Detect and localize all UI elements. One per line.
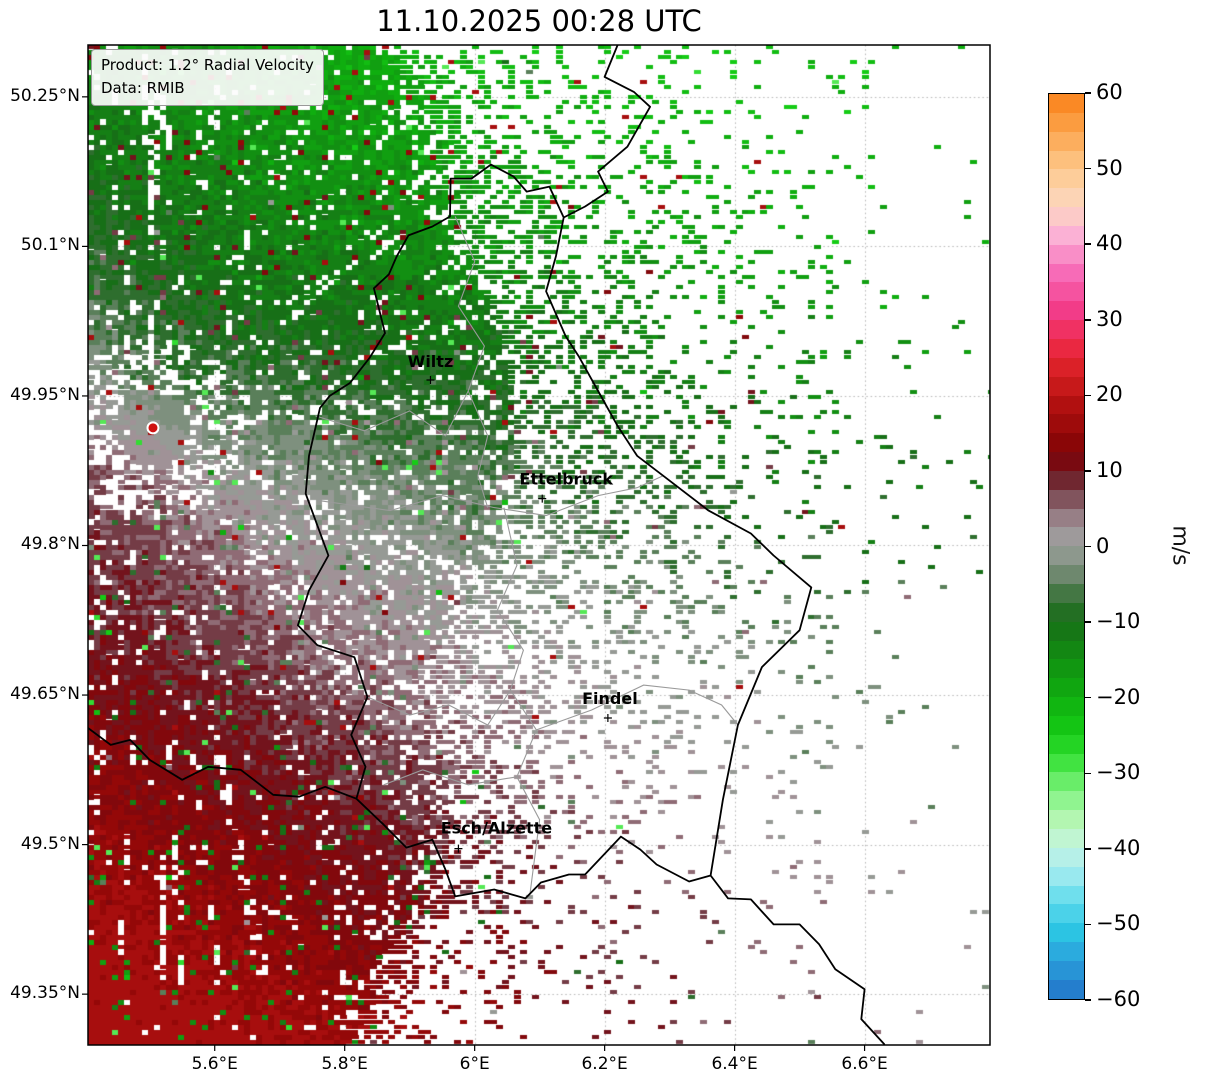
colorbar-tick <box>1085 319 1091 321</box>
colorbar-band <box>1049 602 1084 623</box>
colorbar-band <box>1049 734 1084 755</box>
colorbar-band <box>1049 960 1084 981</box>
colorbar-tick-label: 30 <box>1096 306 1123 331</box>
colorbar-band <box>1049 395 1084 416</box>
colorbar-tick <box>1085 545 1091 548</box>
colorbar-tick-label: 0 <box>1096 533 1110 558</box>
colorbar-band <box>1049 508 1084 529</box>
colorbar-band <box>1049 150 1084 171</box>
colorbar-band <box>1049 583 1084 604</box>
colorbar-band <box>1049 244 1084 265</box>
colorbar-tick <box>1085 470 1091 472</box>
colorbar-band <box>1049 885 1084 906</box>
colorbar-tick-label: −30 <box>1096 760 1141 785</box>
lat-tick-label: 50.25°N <box>10 85 80 106</box>
colorbar-band <box>1049 621 1084 642</box>
colorbar-band <box>1049 772 1084 792</box>
colorbar-tick <box>1085 621 1091 623</box>
colorbar-tick-label: −50 <box>1096 911 1141 936</box>
colorbar-unit-label: m/s <box>1167 525 1193 566</box>
colorbar-band <box>1049 489 1084 510</box>
colorbar-band <box>1049 659 1084 679</box>
colorbar-tick <box>1085 167 1091 170</box>
colorbar-tick <box>1085 923 1091 926</box>
legend-source-line: Data: RMIB <box>101 79 185 98</box>
colorbar-band <box>1049 169 1084 189</box>
colorbar-band <box>1049 112 1084 133</box>
lat-tick-label: 49.5°N <box>20 833 80 854</box>
colorbar-band <box>1049 94 1084 114</box>
colorbar-tick <box>1085 243 1091 245</box>
colorbar-band <box>1049 697 1084 717</box>
lat-tick-label: 49.35°N <box>10 983 80 1004</box>
colorbar-band <box>1049 810 1084 830</box>
colorbar-band <box>1049 320 1084 340</box>
lat-tick-label: 49.95°N <box>10 384 80 405</box>
lat-tick-label: 49.8°N <box>20 534 80 555</box>
colorbar-band <box>1049 979 1084 999</box>
colorbar-tick-label: −60 <box>1096 987 1141 1011</box>
colorbar-band <box>1049 452 1084 472</box>
lon-tick-label: 6.2°E <box>581 1054 628 1074</box>
colorbar-band <box>1049 828 1084 849</box>
colorbar-tick-label: 60 <box>1096 80 1123 104</box>
colorbar-band <box>1049 376 1084 397</box>
radar-field-canvas <box>88 45 990 1045</box>
legend-product-line: Product: 1.2° Radial Velocity <box>101 56 314 74</box>
colorbar-band <box>1049 188 1084 208</box>
colorbar-band <box>1049 904 1084 924</box>
colorbar-tick <box>1085 92 1091 94</box>
colorbar-band <box>1049 433 1084 453</box>
colorbar-band <box>1049 207 1084 227</box>
colorbar-band <box>1049 847 1084 868</box>
colorbar-band <box>1049 357 1084 378</box>
colorbar-band <box>1049 923 1084 943</box>
colorbar-band <box>1049 640 1084 661</box>
colorbar-tick <box>1085 696 1091 699</box>
lon-tick-label: 6°E <box>459 1054 490 1074</box>
lon-tick-label: 5.8°E <box>321 1054 368 1074</box>
colorbar-band <box>1049 414 1084 434</box>
lat-tick-label: 49.65°N <box>10 684 80 705</box>
colorbar-band <box>1049 942 1084 962</box>
lon-tick-label: 5.6°E <box>191 1054 238 1074</box>
map-plot-area <box>88 45 990 1045</box>
colorbar <box>1048 93 1085 1000</box>
colorbar-tick-label: 20 <box>1096 382 1123 407</box>
colorbar-tick-label: −40 <box>1096 835 1141 860</box>
colorbar-band <box>1049 225 1084 246</box>
colorbar-tick-label: 50 <box>1096 155 1123 180</box>
colorbar-band <box>1049 470 1084 491</box>
colorbar-band <box>1049 301 1084 321</box>
colorbar-band <box>1049 131 1084 152</box>
colorbar-tick <box>1085 772 1091 774</box>
colorbar-band <box>1049 339 1084 359</box>
colorbar-tick <box>1085 999 1091 1001</box>
colorbar-tick-label: 40 <box>1096 231 1123 256</box>
colorbar-tick-label: 10 <box>1096 457 1123 482</box>
lon-tick-label: 6.6°E <box>841 1054 888 1074</box>
colorbar-band <box>1049 866 1084 887</box>
colorbar-band <box>1049 715 1084 736</box>
lon-tick-label: 6.4°E <box>711 1054 758 1074</box>
colorbar-band <box>1049 565 1084 585</box>
colorbar-band <box>1049 546 1084 566</box>
colorbar-band <box>1049 678 1084 698</box>
colorbar-tick-label: −10 <box>1096 609 1141 634</box>
colorbar-band <box>1049 282 1084 302</box>
product-legend-box: Product: 1.2° Radial Velocity Data: RMIB <box>91 49 324 106</box>
colorbar-band <box>1049 263 1084 284</box>
colorbar-tick-label: −20 <box>1096 684 1141 709</box>
figure-title: 11.10.2025 00:28 UTC <box>376 4 702 38</box>
colorbar-band <box>1049 753 1084 774</box>
colorbar-tick <box>1085 394 1091 397</box>
colorbar-band <box>1049 527 1084 547</box>
lat-tick-label: 50.1°N <box>20 235 80 256</box>
colorbar-tick <box>1085 848 1091 850</box>
colorbar-band <box>1049 791 1084 811</box>
